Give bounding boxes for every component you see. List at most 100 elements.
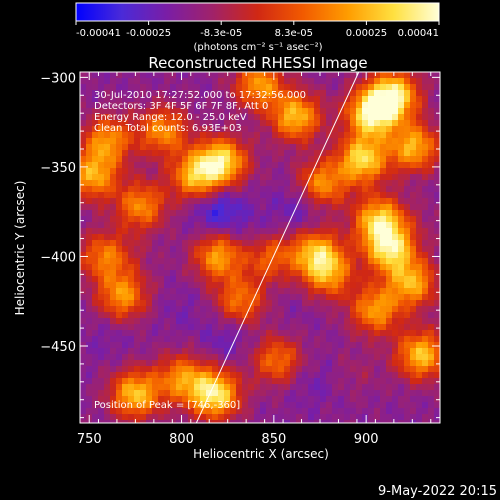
- heatmap-cell: [374, 342, 381, 349]
- heatmap-cell: [200, 318, 207, 325]
- heatmap-cell: [188, 174, 195, 181]
- heatmap-cell: [362, 150, 369, 157]
- heatmap-cell: [392, 180, 399, 187]
- heatmap-cell: [392, 306, 399, 313]
- heatmap-cell: [392, 402, 399, 409]
- heatmap-cell: [428, 174, 435, 181]
- heatmap-cell: [410, 120, 417, 127]
- heatmap-cell: [260, 198, 267, 205]
- heatmap-cell: [104, 180, 111, 187]
- heatmap-cell: [260, 390, 267, 397]
- heatmap-cell: [290, 96, 297, 103]
- heatmap-cell: [338, 234, 345, 241]
- heatmap-cell: [134, 90, 141, 97]
- heatmap-cell: [134, 372, 141, 379]
- heatmap-cell: [104, 306, 111, 313]
- heatmap-cell: [398, 300, 405, 307]
- heatmap-cell: [284, 246, 291, 253]
- heatmap-cell: [218, 390, 225, 397]
- heatmap-cell: [140, 108, 147, 115]
- heatmap-cell: [374, 402, 381, 409]
- heatmap-cell: [128, 390, 135, 397]
- heatmap-cell: [404, 372, 411, 379]
- heatmap-cell: [290, 270, 297, 277]
- heatmap-cell: [224, 402, 231, 409]
- heatmap-cell: [368, 390, 375, 397]
- heatmap-cell: [410, 258, 417, 265]
- heatmap-cell: [272, 372, 279, 379]
- heatmap-cell: [344, 198, 351, 205]
- heatmap-cell: [182, 300, 189, 307]
- heatmap-cell: [386, 246, 393, 253]
- heatmap-cell: [248, 306, 255, 313]
- heatmap-cell: [326, 120, 333, 127]
- heatmap-cell: [290, 156, 297, 163]
- heatmap-cell: [176, 318, 183, 325]
- heatmap-cell: [272, 234, 279, 241]
- heatmap-cell: [284, 396, 291, 403]
- heatmap-cell: [230, 378, 237, 385]
- heatmap-cell: [98, 120, 105, 127]
- heatmap-cell: [332, 252, 339, 259]
- heatmap-cell: [254, 270, 261, 277]
- heatmap-cell: [122, 390, 129, 397]
- heatmap-cell: [260, 330, 267, 337]
- heatmap-cell: [350, 420, 357, 423]
- heatmap-cell: [332, 210, 339, 217]
- heatmap-cell: [170, 246, 177, 253]
- heatmap-cell: [266, 264, 273, 271]
- heatmap-cell: [296, 210, 303, 217]
- heatmap-cell: [302, 366, 309, 373]
- heatmap-cell: [374, 222, 381, 229]
- heatmap-cell: [338, 198, 345, 205]
- heatmap-cell: [278, 366, 285, 373]
- heatmap-cell: [266, 384, 273, 391]
- heatmap-cell: [416, 282, 423, 289]
- heatmap-cell: [86, 348, 93, 355]
- heatmap-cell: [152, 312, 159, 319]
- heatmap-cell: [128, 210, 135, 217]
- heatmap-cell: [86, 336, 93, 343]
- heatmap-cell: [248, 366, 255, 373]
- heatmap-cell: [398, 198, 405, 205]
- annotation-time-range: 30-Jul-2010 17:27:52.000 to 17:32:56.000: [94, 90, 306, 101]
- heatmap-cell: [338, 174, 345, 181]
- heatmap-cell: [290, 306, 297, 313]
- heatmap-cell: [218, 216, 225, 223]
- heatmap-cell: [212, 96, 219, 103]
- heatmap-cell: [272, 342, 279, 349]
- heatmap-cell: [182, 360, 189, 367]
- heatmap-cell: [296, 396, 303, 403]
- heatmap-cell: [410, 264, 417, 271]
- heatmap-cell: [92, 162, 99, 169]
- heatmap-cell: [350, 294, 357, 301]
- heatmap-cell: [200, 174, 207, 181]
- heatmap-cell: [140, 126, 147, 133]
- heatmap-cell: [338, 330, 345, 337]
- heatmap-cell: [146, 162, 153, 169]
- heatmap-cell: [338, 222, 345, 229]
- heatmap-cell: [410, 396, 417, 403]
- heatmap-cell: [398, 318, 405, 325]
- heatmap-cell: [338, 264, 345, 271]
- heatmap-cell: [134, 186, 141, 193]
- heatmap-cell: [356, 378, 363, 385]
- heatmap-cell: [122, 330, 129, 337]
- heatmap-cell: [140, 138, 147, 145]
- heatmap-cell: [206, 390, 213, 397]
- heatmap-cell: [422, 144, 429, 151]
- heatmap-cell: [356, 252, 363, 259]
- heatmap-cell: [410, 306, 417, 313]
- heatmap-cell: [176, 96, 183, 103]
- heatmap-cell: [404, 168, 411, 175]
- heatmap-cell: [206, 120, 213, 127]
- heatmap-cell: [344, 312, 351, 319]
- heatmap-cell: [194, 246, 201, 253]
- heatmap-cell: [374, 162, 381, 169]
- heatmap-cell: [338, 414, 345, 421]
- heatmap-cell: [248, 342, 255, 349]
- heatmap-cell: [350, 180, 357, 187]
- heatmap-cell: [122, 324, 129, 331]
- heatmap-cell: [140, 300, 147, 307]
- heatmap-cell: [236, 294, 243, 301]
